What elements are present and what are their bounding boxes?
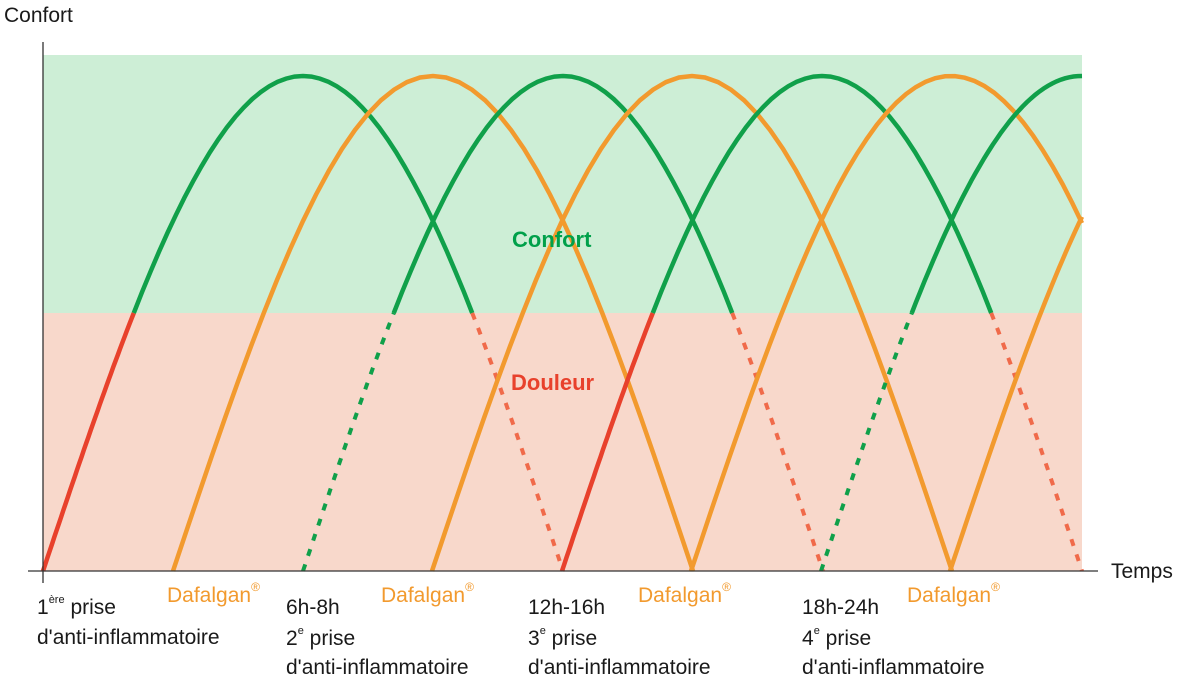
dose-3-ordinal: 3e prise	[528, 625, 598, 650]
anti-inflammatory-curve-2-tail	[730, 312, 825, 572]
y-axis-label: Confort	[4, 4, 73, 27]
anti-inflammatory-curve-1-onset	[40, 312, 136, 572]
dose-1-ordinal: 1ère prise	[37, 594, 116, 619]
anti-inflammatory-curve-1-tail	[470, 312, 565, 572]
dafalgan-curve-4	[947, 215, 1085, 572]
dafalgan-label-1: Dafalgan®	[167, 580, 260, 607]
dafalgan-curve-2	[429, 73, 955, 572]
dose-4-time: 18h-24h	[802, 596, 880, 619]
dose-4-ordinal: 4e prise	[802, 625, 872, 650]
dafalgan-label-3: Dafalgan®	[638, 580, 731, 607]
dafalgan-curve-1	[170, 73, 696, 572]
dose-3-time: 12h-16h	[528, 596, 606, 619]
anti-inflammatory-curve-1	[131, 73, 475, 314]
dose-4-description: d'anti-inflammatoire	[802, 656, 985, 679]
dose-1-description: d'anti-inflammatoire	[37, 626, 220, 649]
anti-inflammatory-curve-2	[391, 73, 735, 314]
comfort-zone	[43, 55, 1082, 313]
dose-3-description: d'anti-inflammatoire	[528, 656, 711, 679]
anti-inflammatory-curve-3-tail	[989, 312, 1084, 572]
dose-2-ordinal: 2e prise	[286, 625, 356, 650]
dose-2-description: d'anti-inflammatoire	[286, 656, 469, 679]
anti-inflammatory-curve-3-onset	[559, 312, 655, 572]
pain-zone	[43, 313, 1082, 571]
comfort-zone-label: Confort	[512, 227, 592, 252]
dafalgan-label-2: Dafalgan®	[381, 580, 474, 607]
dose-2-time: 6h-8h	[286, 596, 340, 619]
anti-inflammatory-curve-3	[650, 73, 994, 314]
pain-zone-label: Douleur	[511, 370, 595, 395]
anti-inflammatory-curve-4	[909, 73, 1083, 314]
curves-group	[40, 73, 1085, 572]
dafalgan-label-4: Dafalgan®	[907, 580, 1000, 607]
x-axis-label: Temps	[1111, 560, 1173, 583]
